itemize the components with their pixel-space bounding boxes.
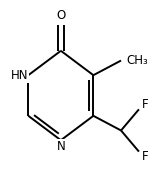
Text: N: N: [56, 140, 65, 153]
Text: F: F: [142, 98, 149, 111]
Text: F: F: [142, 150, 149, 163]
Text: HN: HN: [11, 69, 28, 82]
Text: CH₃: CH₃: [126, 54, 148, 67]
Text: O: O: [56, 9, 65, 22]
